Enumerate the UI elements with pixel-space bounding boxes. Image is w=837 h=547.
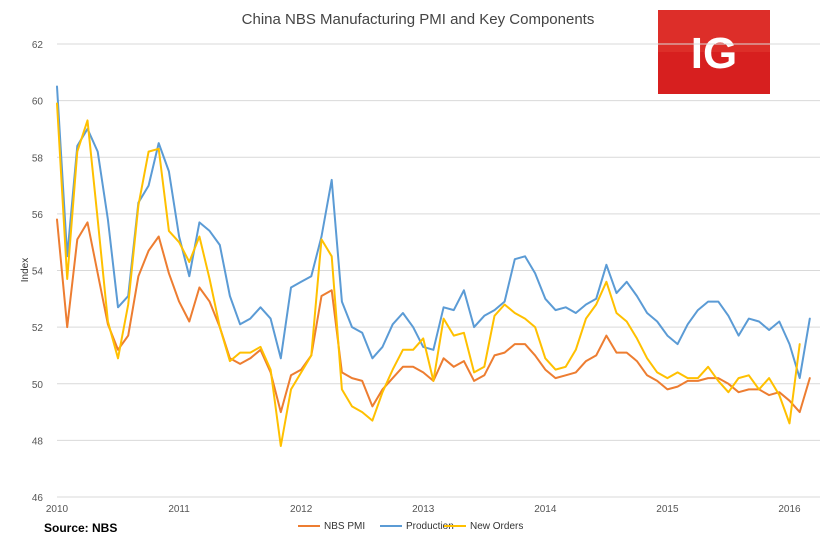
series-lines: [56, 85, 811, 447]
x-tick-label: 2016: [778, 504, 801, 515]
x-axis-ticks: 2010 2011 2012 2013 2014 2015 2016: [46, 504, 801, 515]
x-tick-label: 2014: [534, 504, 557, 515]
y-tick-label: 48: [32, 436, 44, 447]
y-axis-label: Index: [20, 258, 31, 282]
gridlines: [57, 43, 820, 498]
x-tick-label: 2013: [412, 504, 435, 515]
x-tick-label: 2011: [168, 504, 190, 515]
y-tick-label: 50: [32, 380, 44, 391]
y-tick-label: 52: [32, 323, 44, 334]
y-axis-ticks: 46 48 50 52 54 56 58 60 62: [32, 40, 44, 504]
x-tick-label: 2015: [656, 504, 679, 515]
x-tick-label: 2012: [290, 504, 313, 515]
legend-label: NBS PMI: [324, 521, 365, 532]
y-tick-label: 46: [32, 493, 44, 504]
legend-label: New Orders: [470, 521, 523, 532]
ig-logo: IG: [658, 10, 770, 94]
legend: NBS PMI Production New Orders: [298, 521, 523, 532]
y-tick-label: 60: [32, 97, 44, 108]
source-note: Source: NBS: [44, 521, 117, 535]
logo-text: IG: [691, 29, 737, 78]
y-tick-label: 56: [32, 210, 44, 221]
chart-title: China NBS Manufacturing PMI and Key Comp…: [242, 11, 595, 28]
y-tick-label: 58: [32, 153, 44, 164]
series-line-nbs-pmi: [56, 218, 811, 414]
y-tick-label: 62: [32, 40, 44, 51]
x-tick-label: 2010: [46, 504, 69, 515]
y-tick-label: 54: [32, 267, 44, 278]
series-line-new-orders: [56, 102, 801, 447]
legend-label: Production: [406, 521, 454, 532]
